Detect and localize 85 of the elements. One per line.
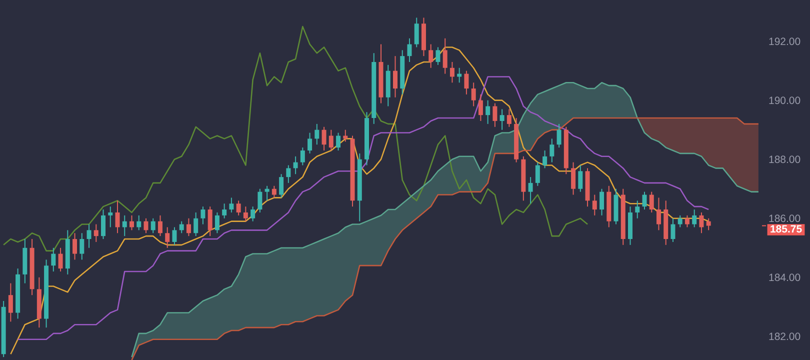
candlestick [706,218,711,231]
candlestick [258,188,262,213]
candlestick [80,232,84,260]
candlestick [471,82,476,107]
candlestick [250,206,256,222]
candlestick [322,126,326,151]
candlestick [478,94,483,122]
candlestick [130,214,134,231]
candlestick [500,108,504,130]
candlestick [492,102,498,128]
candlestick [300,147,305,166]
candlestick [115,200,120,234]
candlestick [684,214,690,228]
candlestick [670,218,676,242]
candlestick [236,200,241,216]
y-tick-label: 192.00 [768,36,801,48]
candlestick [649,191,654,213]
candlestick [108,206,113,228]
line-series [2,26,588,252]
candlestick [699,212,704,234]
candlestick [542,150,548,169]
candlestick [486,100,490,124]
candlestick [343,129,348,142]
candlestick [308,132,312,154]
candlestick [144,218,148,234]
candlestick [571,162,576,196]
line-series [10,46,710,355]
candlestick [208,206,212,237]
ref-line-label: 185.75 [770,224,802,236]
candlestick [101,209,106,240]
candlestick [600,188,604,216]
candlestick [293,156,298,175]
candlestick [72,232,78,260]
candlestick [450,61,454,84]
candlestick [51,247,56,272]
candlestick [200,206,206,225]
candlestick [194,212,198,237]
candlestick [272,185,276,198]
candlestick [314,123,320,146]
candlestick [642,191,647,210]
candlestick [428,44,434,68]
candlestick [635,200,640,219]
candlestick [506,108,512,128]
y-tick-label: 182.00 [768,330,801,343]
candlestick [279,174,284,198]
candlestick [464,70,469,95]
candlestick [550,138,554,163]
y-tick-label: 186.00 [768,212,801,225]
candlestick [535,162,540,186]
candlestick [243,206,248,222]
candlestick [165,226,170,248]
candlestick [656,197,661,231]
candlestick [592,194,597,216]
candlestick [678,214,682,228]
candlestick [264,185,270,202]
y-tick-label: 188.00 [768,154,801,166]
candlestick [222,203,227,219]
candlestick [392,56,398,98]
candlestick [122,214,127,237]
candlestick [414,17,419,48]
y-tick-label: 190.00 [768,94,801,107]
line-series [17,76,710,340]
candlestick [578,164,583,192]
candlestick [136,214,142,231]
candlestick [229,197,234,213]
candlestick [328,129,334,151]
candlestick [336,132,341,151]
candlestick [692,209,697,228]
candlestick [286,164,291,184]
candlestick [58,247,63,272]
candlestick [407,38,412,62]
candlestick [436,46,440,66]
y-tick-label: 184.00 [768,272,801,284]
candlestick [214,212,220,234]
candlestick [556,123,562,148]
candlestick [150,218,156,234]
candlestick [172,226,177,246]
candlestick [8,282,13,322]
candlestick [158,214,162,237]
candlestick [186,218,191,237]
candlestick [528,176,533,204]
candlestick [179,220,184,234]
candlestick [86,224,92,248]
candlestick [442,38,448,74]
candlestick [94,224,98,242]
